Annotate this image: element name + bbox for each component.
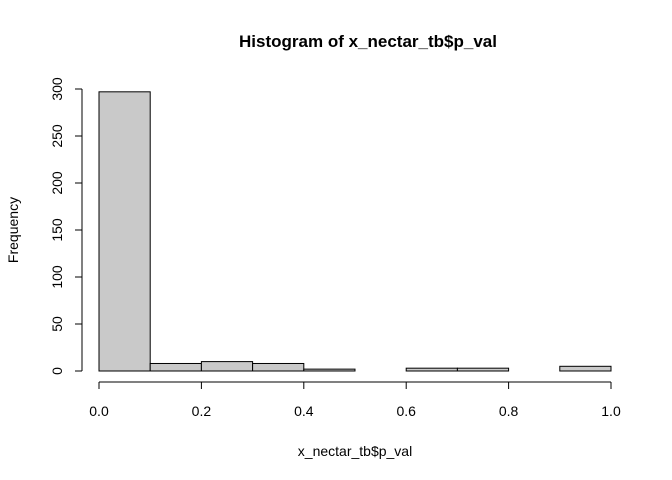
histogram-bar-6 [405, 367, 458, 372]
bars-group [98, 91, 612, 372]
histogram-bar-0 [98, 91, 151, 372]
histogram-bar-3 [252, 362, 305, 372]
histogram-bar-1 [149, 362, 202, 372]
histogram-bar-7 [456, 367, 510, 372]
x-tick-label: 1.0 [601, 403, 621, 419]
x-tick-label: 0.0 [89, 403, 109, 419]
y-tick-label: 100 [49, 265, 65, 289]
x-tick-label: 0.8 [499, 403, 519, 419]
y-tick-label: 50 [49, 316, 65, 332]
y-tick-label: 200 [49, 171, 65, 195]
y-axis-label: Frequency [5, 197, 21, 263]
y-axis: 0 50 100 150 200 250 300 [49, 77, 83, 375]
x-tick-label: 0.4 [294, 403, 314, 419]
y-tick-label: 150 [49, 218, 65, 242]
x-tick-label: 0.2 [192, 403, 212, 419]
x-axis-label: x_nectar_tb$p_val [298, 443, 412, 459]
histogram-bar-2 [200, 361, 254, 372]
chart-title: Histogram of x_nectar_tb$p_val [239, 32, 497, 51]
x-tick-label: 0.6 [396, 403, 416, 419]
histogram-bar-4 [303, 368, 356, 372]
y-tick-label: 300 [49, 77, 65, 101]
histogram-bar-9 [559, 365, 612, 372]
y-tick-label: 250 [49, 124, 65, 148]
x-axis: 0.0 0.2 0.4 0.6 0.8 1.0 [89, 381, 621, 419]
y-tick-label: 0 [49, 367, 65, 375]
